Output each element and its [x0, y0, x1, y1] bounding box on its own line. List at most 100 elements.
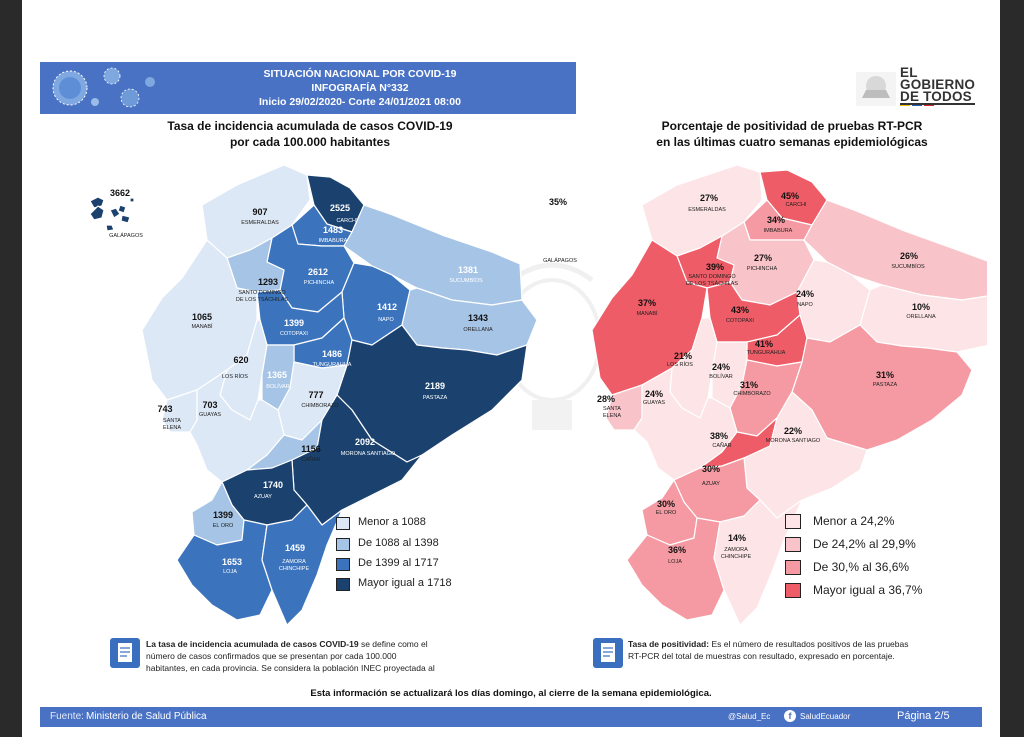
- legend-swatch-low-rt: [785, 514, 801, 529]
- label-napo-rt: NAPO: [797, 302, 813, 308]
- label-guayas: GUAYAS: [199, 412, 221, 418]
- label-imbabura: IMBABURA: [319, 238, 348, 244]
- label-morona-santiago: MORONA SANTIAGO: [341, 451, 396, 457]
- label-cotopaxi: COTOPAXI: [280, 331, 308, 337]
- value-imbabura-rt: 34%: [767, 215, 785, 225]
- label-santo-domingo: SANTO DOMINGO DE LOS TSÁCHILAS: [236, 290, 288, 303]
- government-logo-text: EL GOBIERNO DE TODOS: [900, 66, 976, 105]
- value-manabi-rt: 37%: [638, 298, 656, 308]
- legend-swatch-high-rt: [785, 583, 801, 598]
- logo-line-3: DE TODOS: [900, 90, 976, 105]
- province-galapagos: [89, 196, 135, 232]
- value-sucumbios-rt: 26%: [900, 251, 918, 261]
- label-pichincha: PICHINCHA: [304, 280, 335, 286]
- government-logo-icon: [856, 72, 934, 106]
- label-tungurahua: TUNGURAHUA: [313, 362, 352, 368]
- label-bolivar: BOLÍVAR: [266, 383, 289, 390]
- legend-label-high-rt: Mayor igual a 36,7%: [813, 583, 923, 597]
- incidence-definition-note: La tasa de incidencia acumulada de casos…: [146, 638, 486, 674]
- legend-label-low: Menor a 1088: [358, 516, 426, 528]
- label-morona-santiago-rt: MORONA SANTIAGO: [766, 438, 821, 444]
- label-pichincha-rt: PICHINCHA: [747, 266, 778, 272]
- incidence-note-bold: La tasa de incidencia acumulada de casos…: [146, 639, 359, 649]
- header-banner: SITUACIÓN NACIONAL POR COVID-19 INFOGRAF…: [40, 62, 576, 114]
- value-orellana: 1343: [468, 313, 488, 323]
- value-el-oro: 1399: [213, 510, 233, 520]
- legend-label-mid-low-rt: De 24,2% al 29,9%: [813, 537, 916, 551]
- footer-twitter: @Salud_Ec: [728, 712, 771, 721]
- positivity-note-bold: Tasa de positividad:: [628, 639, 710, 649]
- value-santo-domingo: 1293: [258, 277, 278, 287]
- label-santa-elena-rt: SANTA ELENA: [603, 406, 621, 419]
- value-orellana-rt: 10%: [912, 302, 930, 312]
- header-infographic-number: INFOGRAFÍA N°332: [311, 82, 409, 94]
- label-esmeraldas-rt: ESMERALDAS: [688, 207, 726, 213]
- value-azuay: 1740: [263, 480, 283, 490]
- label-santa-elena: SANTA ELENA: [163, 418, 181, 431]
- positivity-note-line1: Tasa de positividad: Es el número de res…: [628, 638, 958, 650]
- value-el-oro-rt: 30%: [657, 499, 675, 509]
- footer-source: Ministerio de Salud Pública: [86, 711, 207, 722]
- value-bolivar: 1365: [267, 370, 287, 380]
- incidence-map-title: Tasa de incidencia acumulada de casos CO…: [140, 118, 480, 150]
- province-zamora-chinchipe: [261, 504, 343, 626]
- label-bolivar-rt: BOLÍVAR: [709, 373, 732, 380]
- label-carchi-rt: CARCHI: [785, 202, 807, 208]
- label-canar-rt: CAÑAR: [712, 442, 731, 449]
- label-manabi-rt: MANABÍ: [636, 310, 658, 317]
- value-santa-elena: 743: [157, 404, 172, 414]
- label-napo: NAPO: [378, 317, 394, 323]
- value-azuay-rt: 30%: [702, 464, 720, 474]
- positivity-note-line1-rest: Es el número de resultados positivos de …: [709, 639, 909, 649]
- footer-source-label: Fuente:: [50, 711, 84, 722]
- legend-label-high: Mayor igual a 1718: [358, 577, 452, 589]
- update-note: Esta información se actualizará los días…: [310, 688, 712, 699]
- value-esmeraldas: 907: [252, 207, 267, 217]
- value-bolivar-rt: 24%: [712, 362, 730, 372]
- value-galapagos: 3662: [110, 188, 130, 198]
- value-zamora-chinchipe: 1459: [285, 543, 305, 553]
- label-pastaza-rt: PASTAZA: [873, 382, 898, 388]
- logo-line-2: GOBIERNO: [900, 77, 976, 92]
- value-morona-santiago-rt: 22%: [784, 426, 802, 436]
- footer-facebook: SaludEcuador: [800, 712, 851, 721]
- value-loja: 1653: [222, 557, 242, 567]
- value-cotopaxi: 1399: [284, 318, 304, 328]
- value-zamora-chinchipe-rt: 14%: [728, 533, 746, 543]
- incidence-title-line1: Tasa de incidencia acumulada de casos CO…: [167, 119, 453, 133]
- label-el-oro-rt: EL ORO: [656, 510, 677, 516]
- label-loja: LOJA: [223, 569, 237, 575]
- value-santa-elena-rt: 28%: [597, 394, 615, 404]
- value-sucumbios: 1381: [458, 265, 478, 275]
- label-los-rios: LOS RÍOS: [222, 373, 248, 380]
- label-galapagos: GALÁPAGOS: [109, 232, 143, 239]
- infographic-page: SITUACIÓN NACIONAL POR COVID-19 INFOGRAF…: [22, 0, 1000, 737]
- legend-swatch-mid-high: [336, 558, 350, 571]
- positivity-definition-note: Tasa de positividad: Es el número de res…: [628, 638, 958, 662]
- label-loja-rt: LOJA: [668, 559, 682, 565]
- footer-bar: Fuente: Ministerio de Salud Pública @Sal…: [40, 707, 982, 727]
- label-tungurahua-rt: TUNGURAHUA: [747, 350, 786, 356]
- value-imbabura: 1483: [323, 225, 343, 235]
- value-canar-rt: 38%: [710, 431, 728, 441]
- value-chimborazo: 777: [308, 390, 323, 400]
- legend-swatch-high: [336, 578, 350, 591]
- label-imbabura-rt: IMBABURA: [764, 228, 793, 234]
- label-sucumbios-rt: SUCUMBÍOS: [891, 263, 925, 270]
- info-document-icon-rt: [593, 638, 623, 668]
- positivity-map: 35% GALÁPAGOS 27% ESMERALDAS 45% CARCHI …: [543, 164, 987, 626]
- value-loja-rt: 36%: [668, 545, 686, 555]
- header-title: SITUACIÓN NACIONAL POR COVID-19: [263, 68, 457, 80]
- label-orellana: ORELLANA: [463, 327, 493, 333]
- positivity-map-title: Porcentaje de positividad de pruebas RT-…: [602, 118, 982, 150]
- legend-swatch-low: [336, 517, 350, 530]
- legend-label-low-rt: Menor a 24,2%: [813, 514, 895, 528]
- legend-label-mid-high: De 1399 al 1717: [358, 557, 439, 569]
- positivity-note-line2: RT-PCR del total de muestras con resulta…: [628, 651, 895, 661]
- value-cotopaxi-rt: 43%: [731, 305, 749, 315]
- value-napo-rt: 24%: [796, 289, 814, 299]
- incidence-note-line2: número de casos confirmados que se prese…: [146, 651, 397, 661]
- facebook-icon: f: [784, 710, 796, 722]
- incidence-map: 3662 GALÁPAGOS 907 ESMERALDAS 2525 CARCH…: [89, 164, 537, 626]
- label-manabi: MANABÍ: [191, 323, 213, 330]
